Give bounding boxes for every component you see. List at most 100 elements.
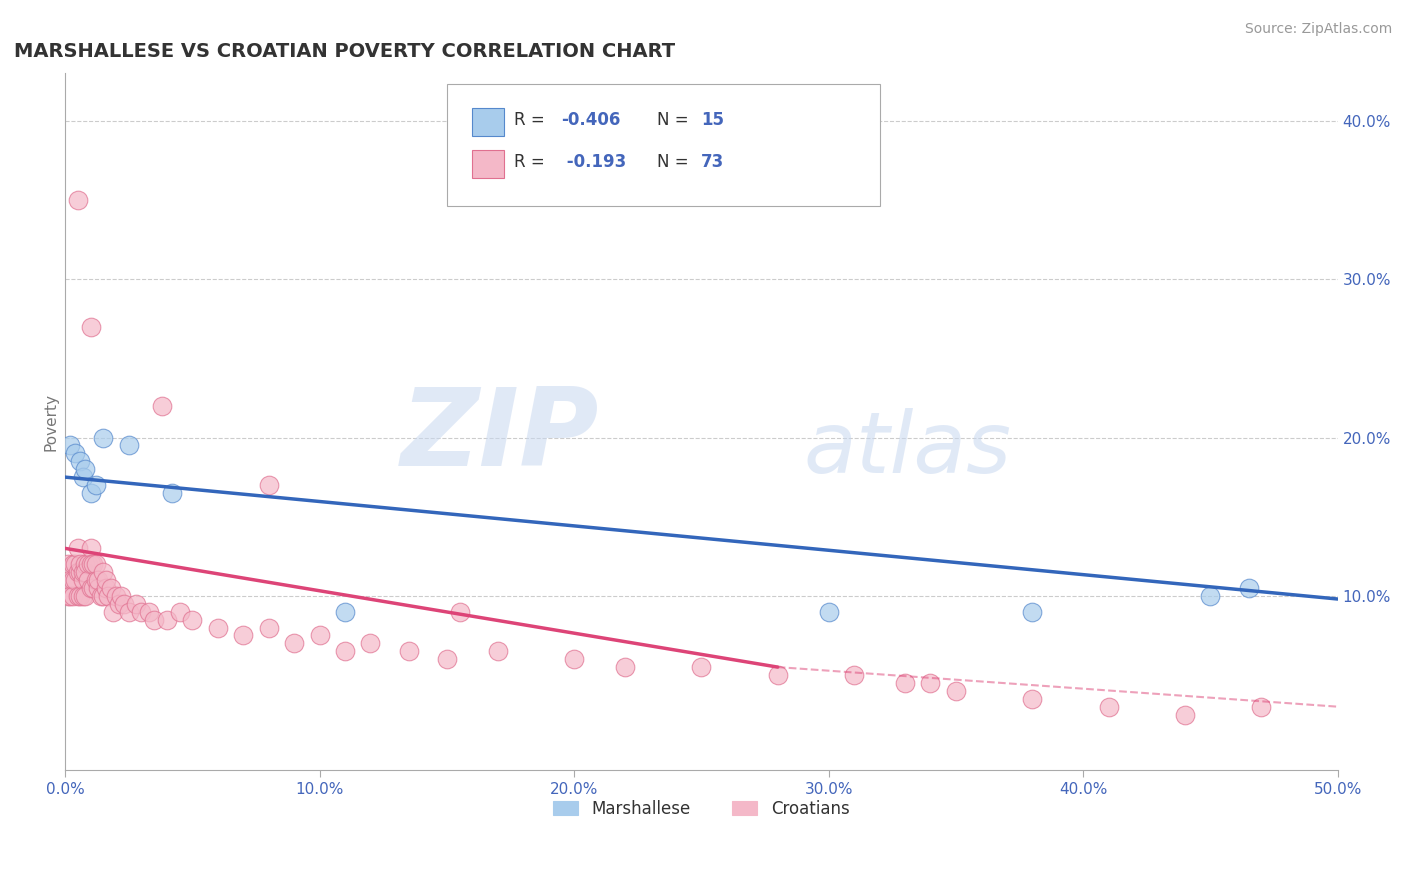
- Point: [56, 558, 79, 572]
- Point: [1250, 699, 1272, 714]
- Point: [90, 589, 112, 603]
- Point: [66, 193, 89, 207]
- Point: [100, 581, 122, 595]
- Point: [87, 573, 110, 587]
- Point: [75, 558, 97, 572]
- Point: [79, 581, 101, 595]
- Point: [360, 636, 382, 650]
- Point: [65, 446, 87, 460]
- Point: [107, 597, 129, 611]
- Point: [333, 605, 356, 619]
- Point: [207, 620, 229, 634]
- Point: [1199, 589, 1222, 603]
- Point: [62, 558, 84, 572]
- Point: [690, 660, 713, 674]
- Point: [72, 565, 94, 579]
- Text: ZIP: ZIP: [401, 383, 599, 489]
- Point: [69, 558, 91, 572]
- Point: [91, 431, 114, 445]
- Point: [91, 589, 114, 603]
- Text: Source: ZipAtlas.com: Source: ZipAtlas.com: [1244, 22, 1392, 37]
- Point: [1174, 707, 1197, 722]
- Legend: Marshallese, Croatians: Marshallese, Croatians: [547, 793, 856, 824]
- Point: [75, 565, 97, 579]
- Point: [79, 558, 101, 572]
- Point: [84, 573, 107, 587]
- Point: [1021, 605, 1043, 619]
- Point: [150, 399, 173, 413]
- Point: [79, 486, 101, 500]
- Point: [69, 565, 91, 579]
- Point: [72, 589, 94, 603]
- Point: [920, 676, 942, 690]
- Point: [94, 581, 117, 595]
- FancyBboxPatch shape: [447, 84, 880, 206]
- Text: R =: R =: [515, 112, 550, 129]
- Point: [1097, 699, 1119, 714]
- Point: [562, 652, 585, 666]
- Point: [59, 438, 82, 452]
- Point: [84, 478, 107, 492]
- Point: [66, 541, 89, 556]
- Point: [62, 589, 84, 603]
- Point: [97, 589, 120, 603]
- Point: [436, 652, 458, 666]
- Point: [65, 558, 87, 572]
- Point: [257, 620, 280, 634]
- Point: [72, 573, 94, 587]
- Point: [59, 573, 82, 587]
- Point: [65, 573, 87, 587]
- FancyBboxPatch shape: [472, 150, 505, 178]
- Point: [112, 597, 135, 611]
- Text: MARSHALLESE VS CROATIAN POVERTY CORRELATION CHART: MARSHALLESE VS CROATIAN POVERTY CORRELAT…: [14, 42, 675, 61]
- Point: [66, 589, 89, 603]
- Point: [766, 668, 789, 682]
- Point: [143, 613, 166, 627]
- Text: N =: N =: [657, 153, 693, 171]
- Point: [842, 668, 865, 682]
- Point: [56, 589, 79, 603]
- Point: [232, 628, 254, 642]
- Point: [486, 644, 509, 658]
- Point: [1021, 691, 1043, 706]
- Point: [75, 589, 97, 603]
- Point: [118, 438, 141, 452]
- Point: [1237, 581, 1260, 595]
- Point: [156, 613, 179, 627]
- Point: [125, 597, 148, 611]
- Point: [77, 573, 100, 587]
- Text: atlas: atlas: [803, 408, 1011, 491]
- Text: R =: R =: [515, 153, 550, 171]
- Y-axis label: Poverty: Poverty: [44, 392, 58, 450]
- Point: [333, 644, 356, 658]
- Point: [449, 605, 471, 619]
- Point: [77, 558, 100, 572]
- Text: 15: 15: [702, 112, 724, 129]
- Point: [75, 462, 97, 476]
- Point: [59, 589, 82, 603]
- Point: [131, 605, 153, 619]
- Point: [894, 676, 917, 690]
- Point: [398, 644, 420, 658]
- Point: [69, 454, 91, 468]
- Point: [79, 541, 101, 556]
- Point: [72, 470, 94, 484]
- Point: [104, 589, 127, 603]
- Point: [66, 565, 89, 579]
- Text: N =: N =: [657, 112, 693, 129]
- Point: [103, 605, 125, 619]
- Point: [283, 636, 305, 650]
- Point: [160, 486, 183, 500]
- Point: [118, 605, 141, 619]
- Point: [257, 478, 280, 492]
- Point: [110, 589, 132, 603]
- Point: [62, 573, 84, 587]
- Text: -0.193: -0.193: [561, 153, 627, 171]
- Point: [91, 565, 114, 579]
- Point: [308, 628, 330, 642]
- Point: [94, 573, 117, 587]
- Text: 73: 73: [702, 153, 724, 171]
- Text: -0.406: -0.406: [561, 112, 620, 129]
- FancyBboxPatch shape: [472, 108, 505, 136]
- Point: [817, 605, 839, 619]
